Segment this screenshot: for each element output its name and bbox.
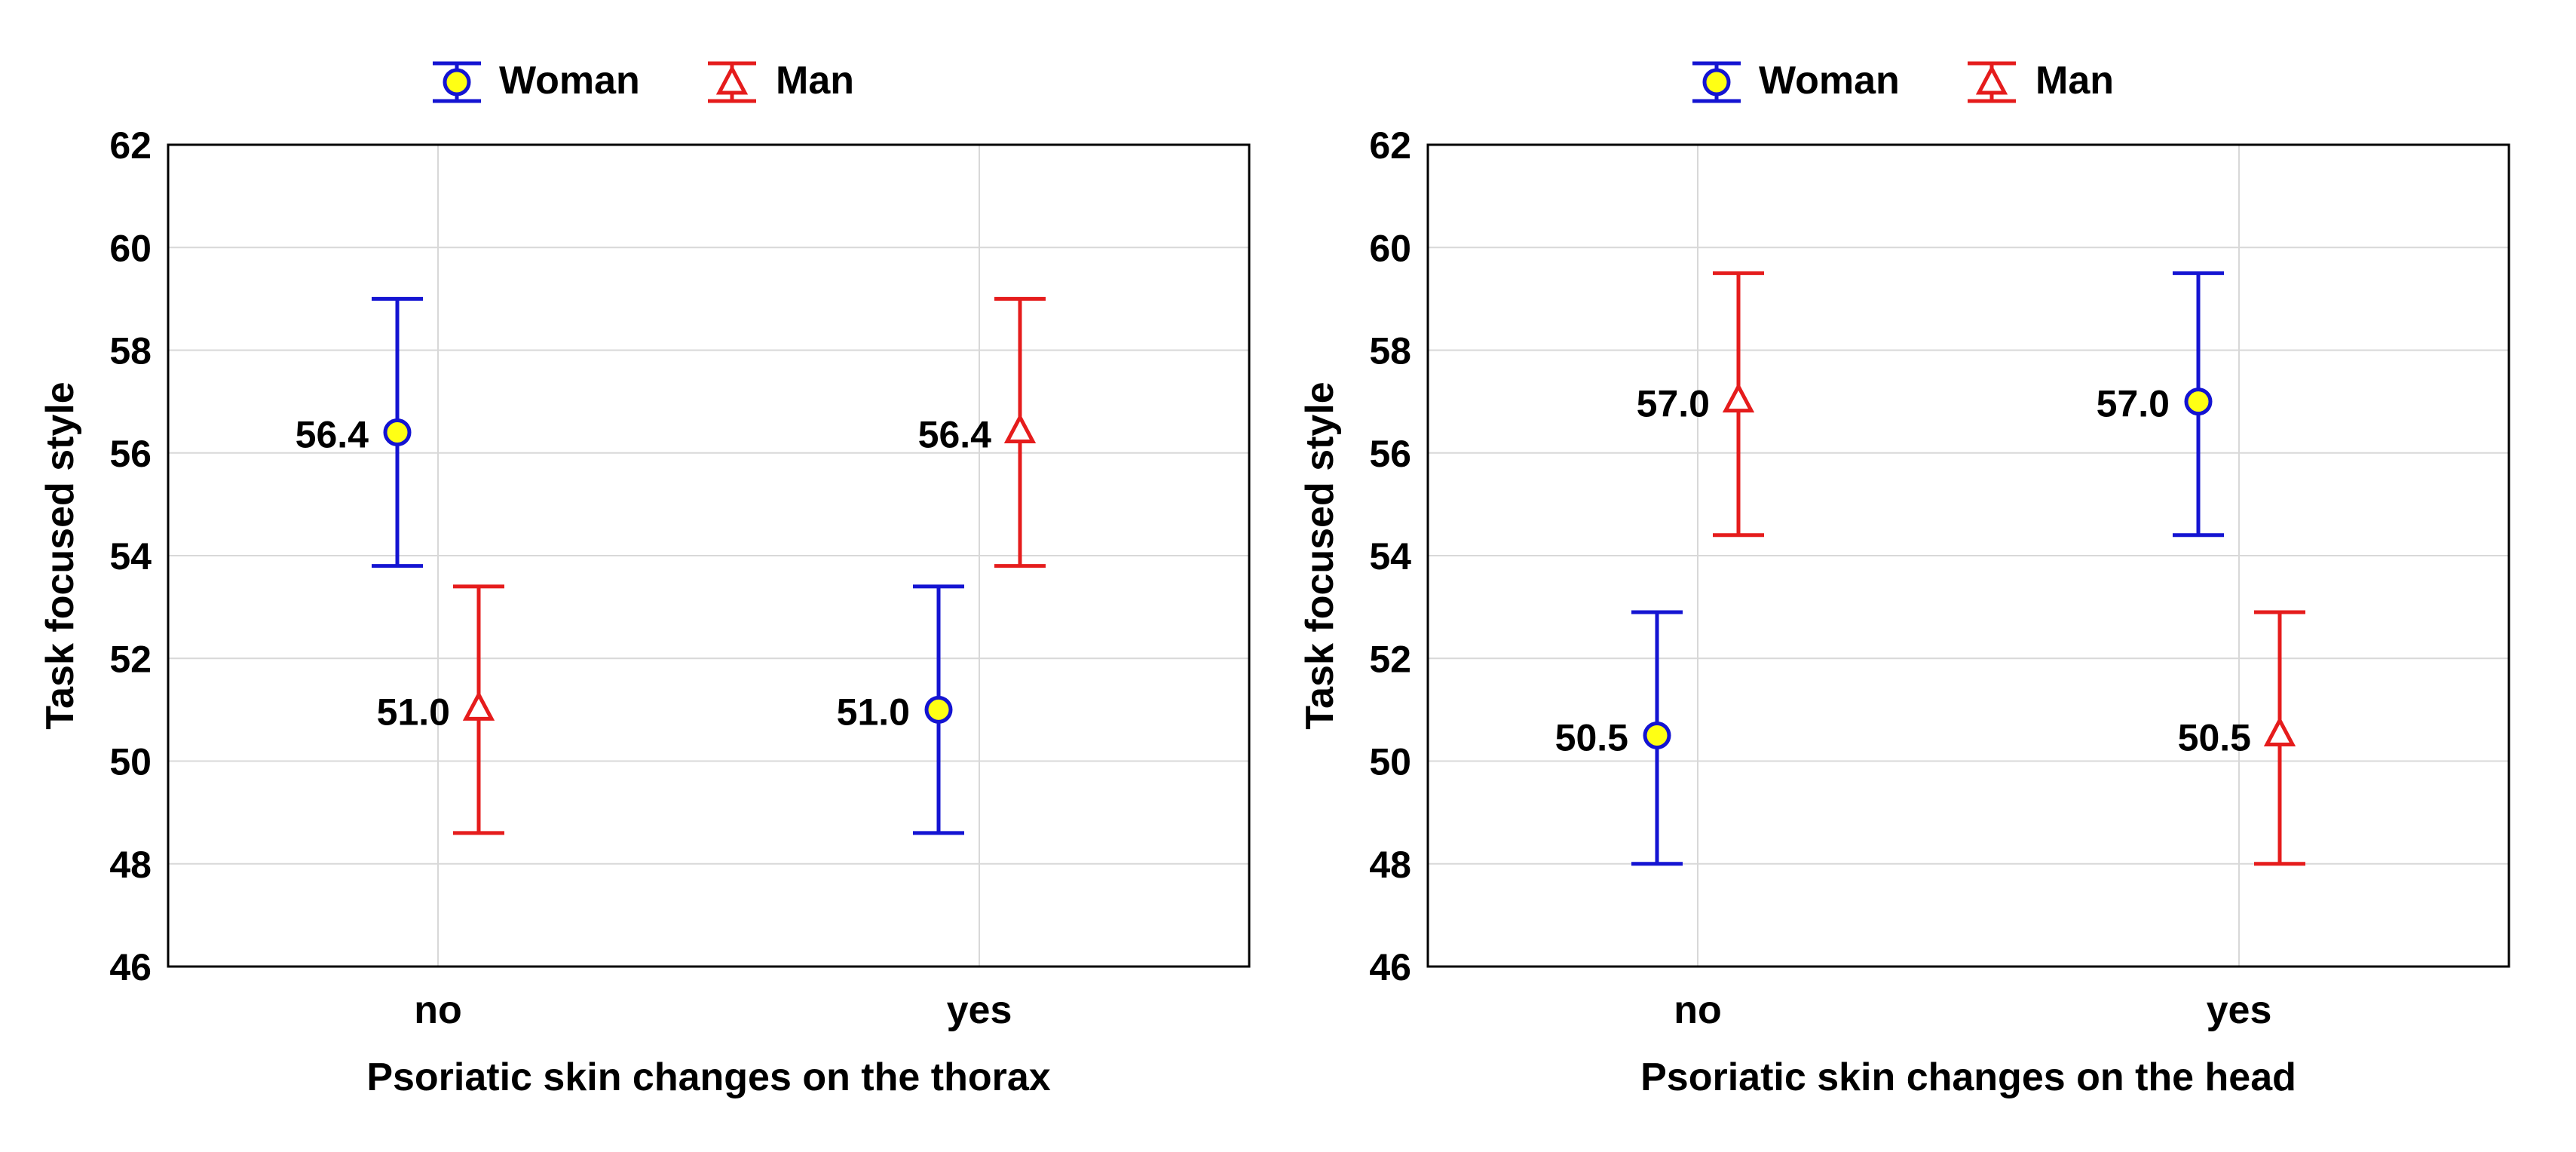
value-label: 51.0 — [377, 691, 450, 733]
value-label: 51.0 — [837, 691, 910, 733]
y-tick-label: 62 — [109, 124, 152, 167]
y-tick-label: 56 — [109, 433, 152, 475]
legend-man-label: Man — [776, 59, 854, 103]
x-tick-label-no: no — [1674, 988, 1722, 1032]
x-tick-label-yes: yes — [947, 988, 1012, 1032]
legend-man-marker — [708, 61, 756, 103]
value-label: 57.0 — [1637, 383, 1710, 425]
mean-point-circle — [2184, 388, 2213, 416]
y-axis-label: Task focused style — [1298, 381, 1342, 729]
legend-woman-label: Woman — [1759, 59, 1900, 103]
value-label: 50.5 — [2178, 716, 2251, 758]
legend-man-marker — [1968, 61, 2016, 103]
legend-triangle-marker — [1975, 64, 2008, 95]
y-tick-label: 58 — [1369, 330, 1411, 372]
mean-point-circle — [924, 695, 953, 724]
series-marks: 50.5 57.0 57.0 50.5 — [1555, 271, 2305, 866]
y-axis-label: Task focused style — [38, 381, 82, 729]
x-axis-ticks: no yes — [1674, 988, 2271, 1032]
errorbar-man-yes: 50.5 — [2178, 610, 2305, 866]
chart-panel-head: Woman Man 46 48 50 52 54 56 58 60 62 no yes Psor… — [1298, 59, 2510, 1099]
gridlines — [168, 145, 1249, 967]
errorbar-man-no: 57.0 — [1637, 271, 1764, 538]
y-tick-label: 50 — [1369, 741, 1411, 783]
mean-point-triangle — [2263, 716, 2296, 746]
y-tick-label: 46 — [1369, 946, 1411, 988]
mean-point-circle — [1643, 721, 1671, 749]
errorbar-woman-yes: 57.0 — [2097, 271, 2224, 538]
y-axis-ticks: 46 48 50 52 54 56 58 60 62 — [109, 124, 152, 988]
mean-point-triangle — [1003, 413, 1037, 443]
legend: Woman Man — [1692, 59, 2114, 103]
legend-circle-marker — [1702, 68, 1731, 97]
chart-panel-thorax: Woman Man 46 48 50 52 54 56 58 60 62 no yes Psor… — [38, 59, 1251, 1099]
legend-woman-marker — [433, 61, 481, 103]
y-tick-label: 54 — [1369, 535, 1411, 578]
errorbar-woman-no: 50.5 — [1555, 610, 1683, 866]
x-tick-label-yes: yes — [2207, 988, 2272, 1032]
value-label: 56.4 — [296, 414, 369, 456]
y-tick-label: 52 — [1369, 638, 1411, 680]
value-label: 50.5 — [1555, 716, 1628, 758]
legend: Woman Man — [433, 59, 854, 103]
value-label: 56.4 — [918, 414, 992, 456]
errorbar-man-yes: 56.4 — [918, 296, 1046, 568]
plot-frame — [1426, 143, 2510, 968]
y-tick-label: 56 — [1369, 433, 1411, 475]
mean-point-triangle — [462, 691, 495, 721]
x-axis-label: Psoriatic skin changes on the head — [1640, 1055, 2296, 1099]
mean-point-circle — [383, 418, 412, 446]
legend-triangle-marker — [715, 64, 749, 95]
legend-man-label: Man — [2035, 59, 2114, 103]
y-axis-ticks: 46 48 50 52 54 56 58 60 62 — [1369, 124, 1411, 988]
y-tick-label: 48 — [109, 844, 152, 886]
y-tick-label: 62 — [1369, 124, 1411, 167]
mean-point-triangle — [1722, 382, 1755, 413]
gridlines — [1428, 145, 2509, 967]
y-tick-label: 50 — [109, 741, 152, 783]
y-tick-label: 46 — [109, 946, 152, 988]
y-tick-label: 48 — [1369, 844, 1411, 886]
y-tick-label: 58 — [109, 330, 152, 372]
plot-frame — [167, 143, 1251, 968]
y-tick-label: 60 — [109, 227, 152, 269]
y-tick-label: 52 — [109, 638, 152, 680]
x-axis-label: Psoriatic skin changes on the thorax — [366, 1055, 1050, 1099]
x-axis-ticks: no yes — [414, 988, 1012, 1032]
y-tick-label: 60 — [1369, 227, 1411, 269]
errorbar-woman-no: 56.4 — [296, 296, 423, 568]
series-marks: 56.4 51.0 51.0 56.4 — [296, 296, 1046, 835]
errorbar-woman-yes: 51.0 — [837, 584, 964, 835]
y-tick-label: 54 — [109, 535, 152, 578]
legend-circle-marker — [443, 68, 471, 97]
legend-woman-label: Woman — [499, 59, 640, 103]
errorbar-man-no: 51.0 — [377, 584, 504, 835]
x-tick-label-no: no — [414, 988, 462, 1032]
value-label: 57.0 — [2097, 383, 2170, 425]
legend-woman-marker — [1692, 61, 1741, 103]
